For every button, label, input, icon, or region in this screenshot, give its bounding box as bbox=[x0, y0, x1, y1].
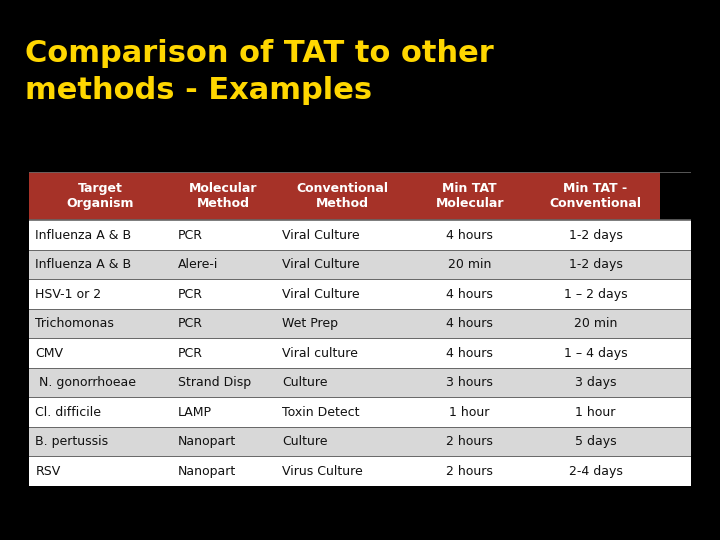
Bar bbox=[29, 397, 691, 427]
Text: Strand Disp: Strand Disp bbox=[178, 376, 251, 389]
Text: Wet Prep: Wet Prep bbox=[282, 317, 338, 330]
Text: 2 hours: 2 hours bbox=[446, 435, 493, 448]
Text: B. pertussis: B. pertussis bbox=[35, 435, 109, 448]
Bar bbox=[408, 172, 531, 220]
Text: Viral Culture: Viral Culture bbox=[282, 288, 360, 301]
Text: Culture: Culture bbox=[282, 376, 328, 389]
Bar bbox=[276, 172, 408, 220]
Text: Alere-i: Alere-i bbox=[178, 258, 218, 271]
Text: 4 hours: 4 hours bbox=[446, 228, 493, 242]
Text: 20 min: 20 min bbox=[448, 258, 491, 271]
Text: Comparison of TAT to other
methods - Examples: Comparison of TAT to other methods - Exa… bbox=[25, 39, 494, 105]
Bar bbox=[29, 339, 691, 368]
Text: Min TAT -
Conventional: Min TAT - Conventional bbox=[549, 182, 642, 210]
Text: LAMP: LAMP bbox=[178, 406, 212, 419]
Text: PCR: PCR bbox=[178, 288, 203, 301]
Bar bbox=[29, 220, 691, 250]
Text: 4 hours: 4 hours bbox=[446, 317, 493, 330]
Text: PCR: PCR bbox=[178, 347, 203, 360]
Text: Influenza A & B: Influenza A & B bbox=[35, 258, 132, 271]
Text: Molecular
Method: Molecular Method bbox=[189, 182, 258, 210]
Text: 3 hours: 3 hours bbox=[446, 376, 493, 389]
Text: RSV: RSV bbox=[35, 465, 60, 478]
Text: PCR: PCR bbox=[178, 228, 203, 242]
Bar bbox=[29, 427, 691, 456]
Text: 1 hour: 1 hour bbox=[575, 406, 616, 419]
Text: Nanopart: Nanopart bbox=[178, 435, 236, 448]
Text: HSV-1 or 2: HSV-1 or 2 bbox=[35, 288, 102, 301]
Bar bbox=[29, 279, 691, 309]
Bar bbox=[29, 172, 171, 220]
Text: Trichomonas: Trichomonas bbox=[35, 317, 114, 330]
Text: Culture: Culture bbox=[282, 435, 328, 448]
Text: 20 min: 20 min bbox=[574, 317, 617, 330]
Text: Viral culture: Viral culture bbox=[282, 347, 359, 360]
Text: 4 hours: 4 hours bbox=[446, 347, 493, 360]
Bar bbox=[531, 172, 660, 220]
Bar bbox=[29, 250, 691, 279]
Bar bbox=[29, 368, 691, 397]
Text: N. gonorrhoeae: N. gonorrhoeae bbox=[35, 376, 136, 389]
Text: 3 days: 3 days bbox=[575, 376, 616, 389]
Text: 1-2 days: 1-2 days bbox=[569, 228, 622, 242]
Text: 2-4 days: 2-4 days bbox=[569, 465, 622, 478]
Text: 1 hour: 1 hour bbox=[449, 406, 490, 419]
Bar bbox=[171, 172, 276, 220]
Text: Nanopart: Nanopart bbox=[178, 465, 236, 478]
Text: 1 – 4 days: 1 – 4 days bbox=[564, 347, 627, 360]
Text: PCR: PCR bbox=[178, 317, 203, 330]
Text: Target
Organism: Target Organism bbox=[66, 182, 134, 210]
Text: 1-2 days: 1-2 days bbox=[569, 258, 622, 271]
Text: CMV: CMV bbox=[35, 347, 63, 360]
Text: 5 days: 5 days bbox=[575, 435, 616, 448]
Text: 4 hours: 4 hours bbox=[446, 288, 493, 301]
Text: Toxin Detect: Toxin Detect bbox=[282, 406, 360, 419]
Text: Min TAT
Molecular: Min TAT Molecular bbox=[436, 182, 504, 210]
Text: Conventional
Method: Conventional Method bbox=[296, 182, 388, 210]
Text: Viral Culture: Viral Culture bbox=[282, 228, 360, 242]
Text: 1 – 2 days: 1 – 2 days bbox=[564, 288, 627, 301]
Text: Influenza A & B: Influenza A & B bbox=[35, 228, 132, 242]
Text: Viral Culture: Viral Culture bbox=[282, 258, 360, 271]
Bar bbox=[29, 309, 691, 339]
Text: Virus Culture: Virus Culture bbox=[282, 465, 364, 478]
Text: 2 hours: 2 hours bbox=[446, 465, 493, 478]
Text: Cl. difficile: Cl. difficile bbox=[35, 406, 102, 419]
Bar bbox=[29, 456, 691, 486]
